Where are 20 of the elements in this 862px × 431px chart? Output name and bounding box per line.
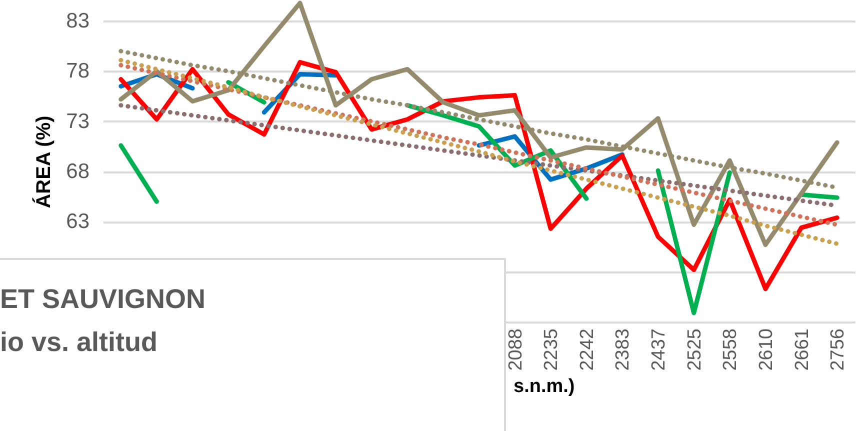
x-tick-label: 2756 [828,328,849,371]
y-tick-label: 68 [66,160,90,184]
x-tick-label: 2242 [576,328,598,371]
y-tick-label: 83 [66,10,90,33]
x-tick-label: 2661 [792,328,813,371]
line-series [118,0,840,248]
text: io vs. altitud [0,327,158,358]
y-axis-title: ÁREA (%) [32,116,56,208]
x-tick-label: 2525 [684,328,706,371]
x-tick-label: 2235 [541,328,562,371]
x-axis-title: s.n.m.) [514,376,575,397]
y-tick-label: 73 [66,110,90,133]
x-tick-label: 2610 [756,328,777,371]
y-tick-label: 63 [66,210,90,234]
x-tick-label: 2088 [505,328,526,371]
x-tick-label: 2383 [612,328,634,371]
x-tick-label: 2437 [648,328,670,371]
text: ET SAUVIGNON [0,284,206,315]
x-tick-label: 2558 [720,328,742,371]
y-tick-label: 78 [66,60,90,83]
